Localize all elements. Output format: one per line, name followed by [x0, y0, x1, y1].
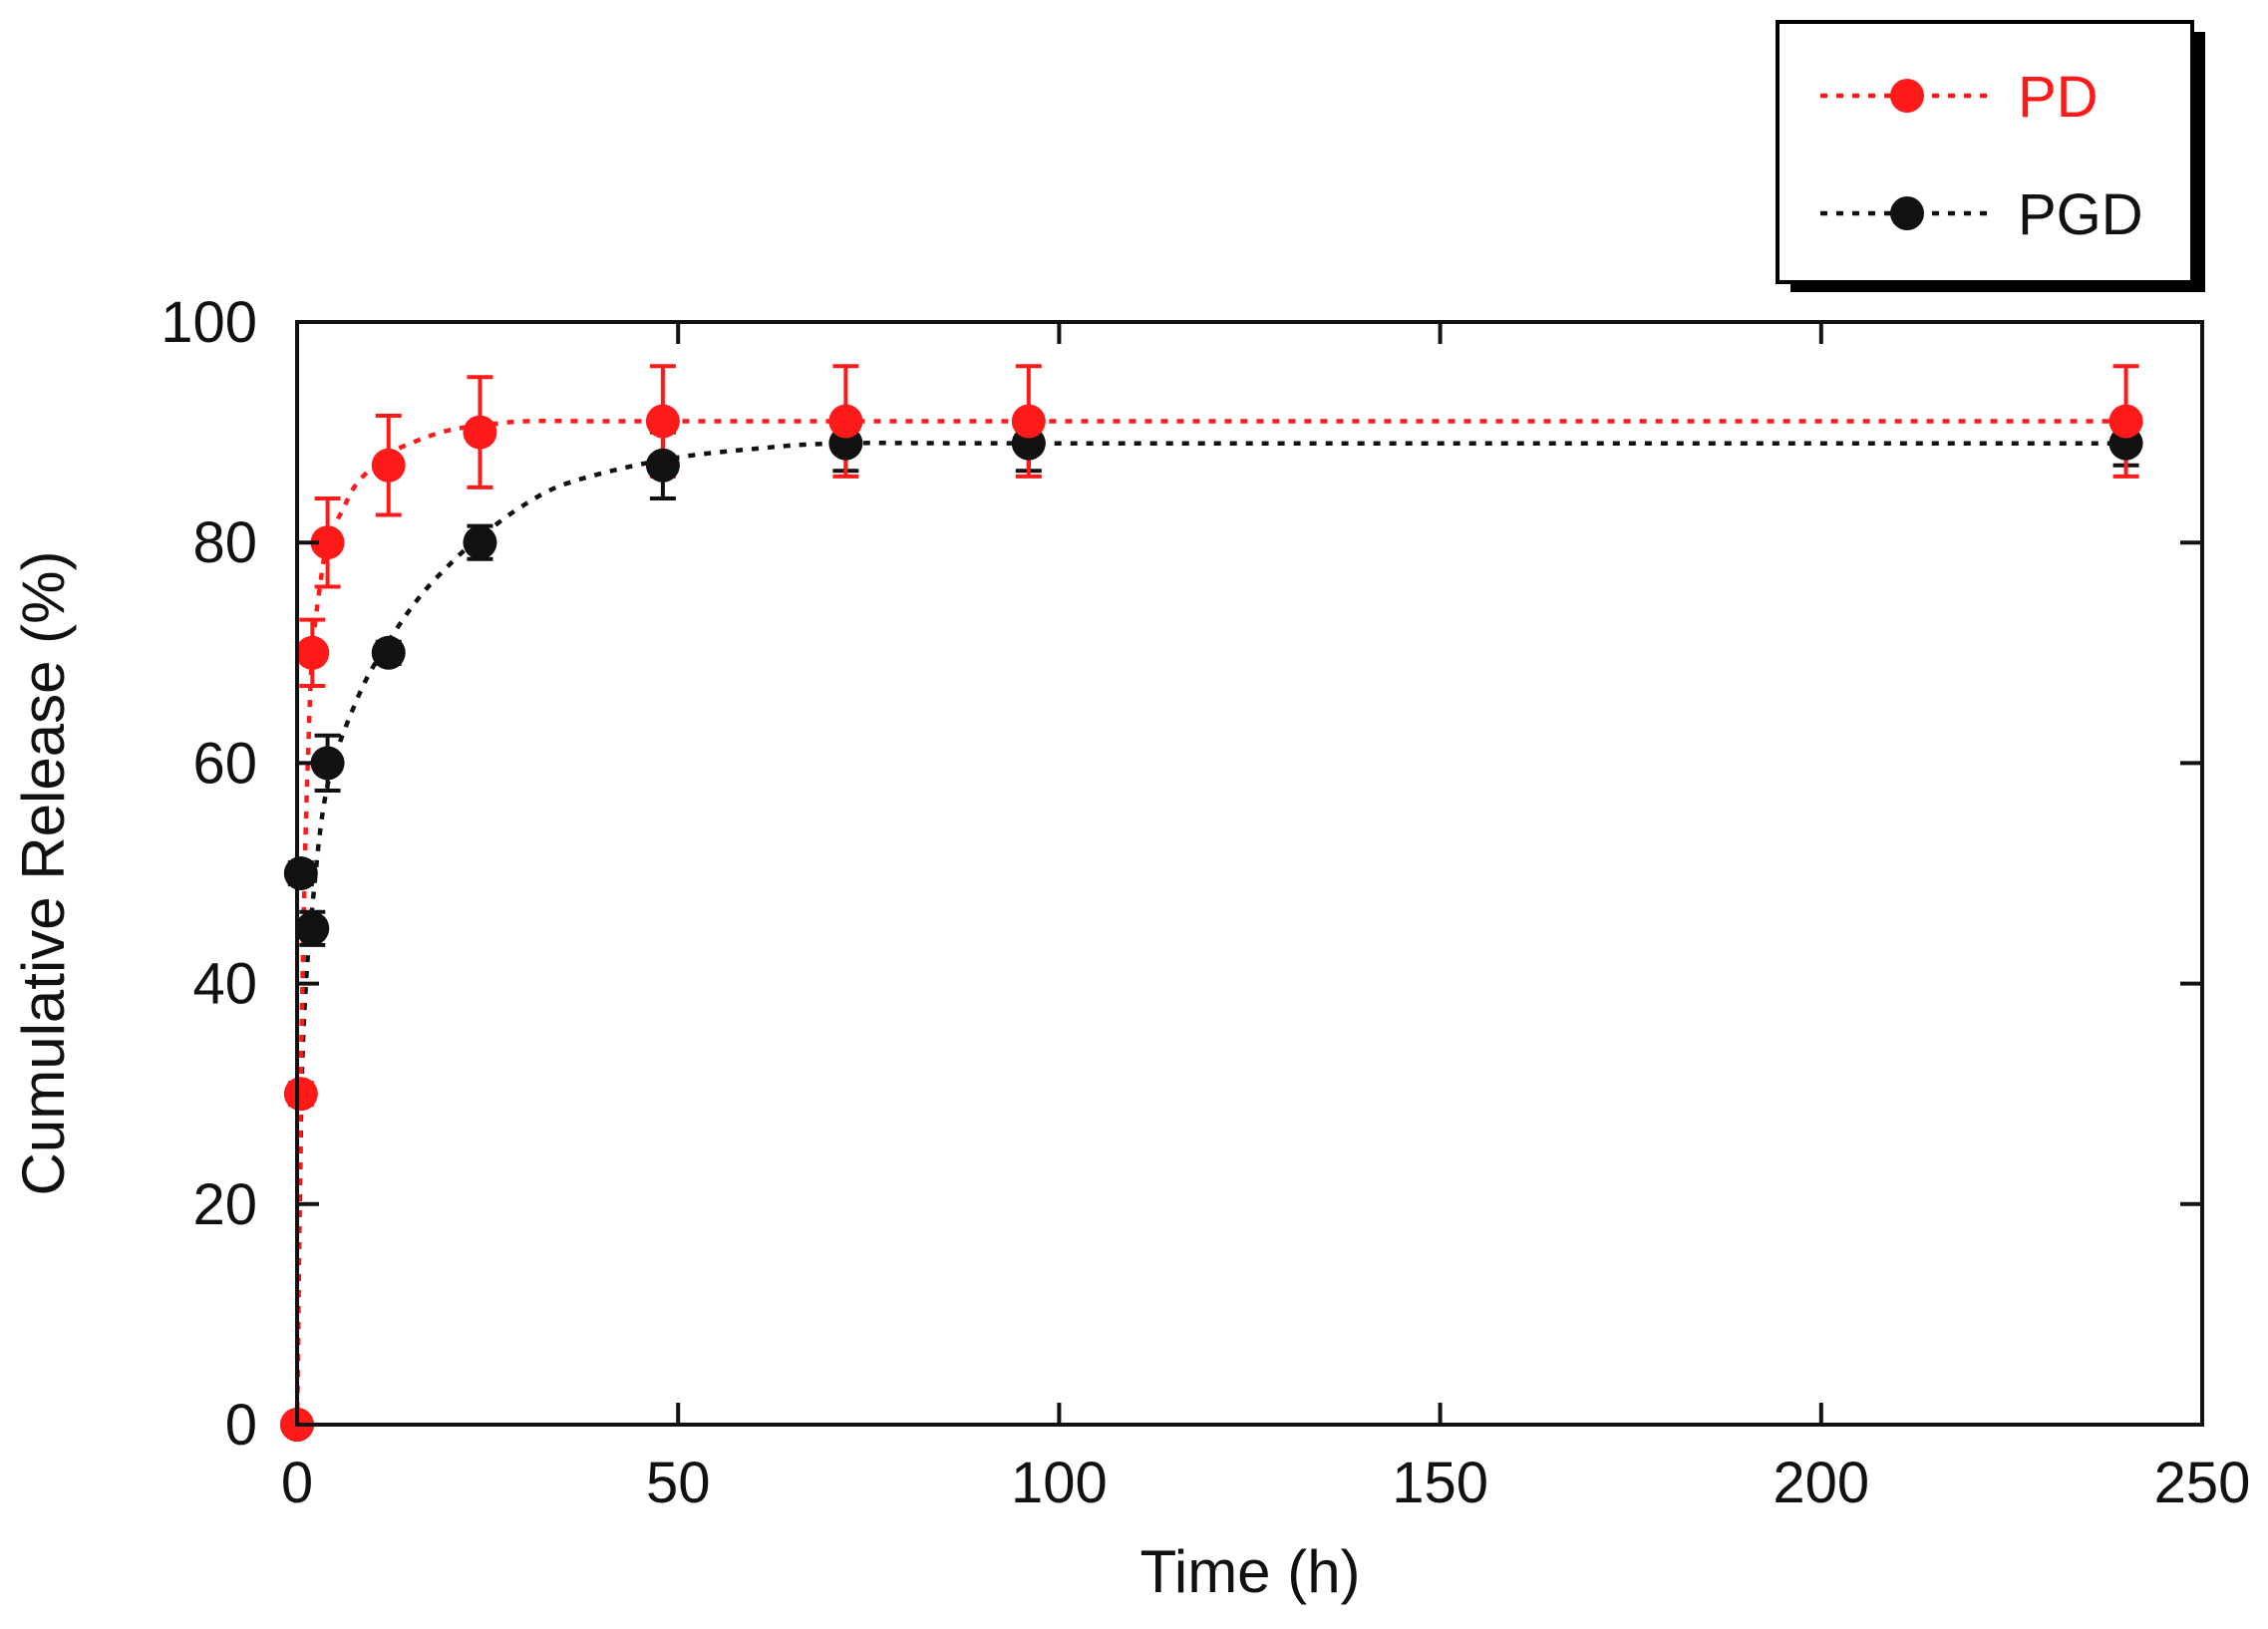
pd-point: [463, 415, 497, 450]
pd-point: [310, 525, 345, 560]
legend-pgd-marker: [1890, 196, 1924, 230]
x-tick-label: 0: [281, 1451, 313, 1515]
legend-box: [1776, 20, 2194, 284]
x-tick-label: 250: [2154, 1451, 2251, 1515]
y-tick-label: 0: [225, 1393, 257, 1458]
pgd-point: [463, 525, 497, 560]
pgd-point: [283, 856, 318, 890]
pd-point: [828, 404, 863, 439]
legend-pd-marker: [1890, 79, 1924, 113]
pgd-point: [295, 911, 330, 946]
pd-point: [371, 448, 406, 483]
axis-ticks: 0 50 100 150 200 250 0 20 40 60 80 100: [161, 290, 2250, 1515]
legend: PD PGD: [1776, 20, 2205, 292]
pd-point: [283, 1077, 318, 1112]
pgd-point: [310, 746, 345, 781]
y-tick-label: 40: [192, 952, 257, 1017]
x-axis-label: Time (h): [1139, 1538, 1360, 1605]
pgd-point: [371, 635, 406, 670]
x-tick-label: 200: [1773, 1451, 1869, 1515]
pgd-point: [645, 448, 680, 483]
y-tick-label: 80: [192, 510, 257, 575]
pd-fit-curve: [294, 418, 2126, 1426]
x-tick-label: 100: [1011, 1451, 1108, 1515]
data-points: [280, 404, 2143, 1442]
x-tick-label: 50: [646, 1451, 711, 1515]
pd-point: [1011, 404, 1046, 439]
y-tick-label: 60: [192, 731, 257, 796]
x-tick-label: 150: [1392, 1451, 1488, 1515]
pd-point: [645, 404, 680, 439]
legend-pgd-label: PGD: [2018, 182, 2143, 247]
pd-point: [295, 635, 330, 670]
legend-entries: PD PGD: [1820, 65, 2143, 247]
y-tick-label: 20: [192, 1172, 257, 1237]
legend-pd-label: PD: [2018, 65, 2099, 130]
y-tick-label: 100: [161, 290, 257, 355]
plot-frame: [295, 320, 2204, 1427]
pd-point: [2108, 404, 2143, 439]
fit-curves: [294, 418, 2126, 1426]
y-axis-label: Cumulative Release (%): [10, 551, 77, 1196]
